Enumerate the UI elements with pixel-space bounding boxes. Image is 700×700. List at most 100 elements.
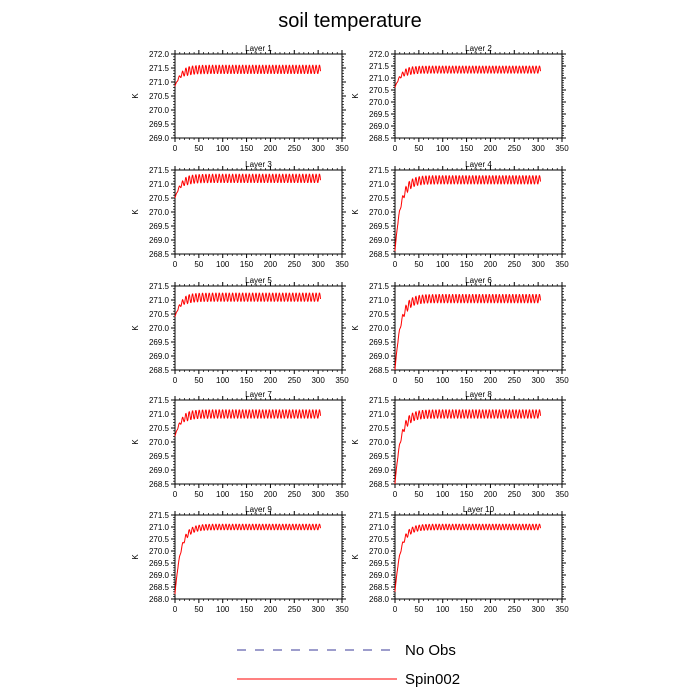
y-axis-label: K (131, 93, 140, 99)
x-tick-label: 150 (240, 260, 254, 269)
y-tick-label: 271.5 (149, 511, 170, 520)
x-tick-label: 350 (335, 376, 349, 385)
panels-grid: Layer 1 K 0 50 100 150 200 250 300 350 269.0 269.5 2… (131, 44, 569, 614)
x-tick-label: 250 (288, 144, 302, 153)
y-tick-label: 270.0 (369, 208, 390, 217)
x-tick-label: 250 (508, 260, 522, 269)
y-tick-label: 271.5 (369, 62, 390, 71)
y-tick-label: 271.0 (369, 74, 390, 83)
x-tick-label: 350 (555, 376, 569, 385)
y-tick-label: 268.5 (369, 480, 390, 489)
x-tick-label: 100 (216, 260, 230, 269)
x-tick-label: 200 (264, 260, 278, 269)
plot-frame (174, 514, 343, 600)
panel-layer-7: Layer 7 K 0 50 100 150 200 250 300 350 268.5 269.0 2… (131, 390, 349, 499)
x-tick-label: 150 (460, 376, 474, 385)
y-tick-label: 268.0 (149, 595, 170, 604)
y-tick-label: 270.5 (149, 92, 170, 101)
y-tick-label: 271.0 (149, 296, 170, 305)
x-tick-label: 50 (414, 490, 423, 499)
y-axis-label: K (351, 325, 360, 331)
y-tick-label: 270.0 (369, 324, 390, 333)
y-tick-label: 270.0 (149, 106, 170, 115)
x-tick-label: 100 (436, 376, 450, 385)
x-tick-label: 0 (393, 490, 398, 499)
x-tick-label: 350 (555, 144, 569, 153)
x-tick-label: 0 (393, 605, 398, 614)
y-axis-label: K (351, 554, 360, 560)
x-tick-label: 50 (194, 376, 203, 385)
y-tick-label: 268.5 (369, 250, 390, 259)
y-tick-label: 271.5 (149, 166, 170, 175)
panel-title: Layer 1 (245, 44, 272, 53)
y-tick-label: 271.5 (369, 166, 390, 175)
y-tick-label: 269.0 (149, 236, 170, 245)
y-tick-label: 269.0 (369, 352, 390, 361)
y-tick-label: 270.5 (149, 194, 170, 203)
y-tick-label: 270.0 (369, 438, 390, 447)
panel-title: Layer 7 (245, 390, 272, 399)
y-tick-label: 268.5 (149, 480, 170, 489)
panel-layer-8: Layer 8 K 0 50 100 150 200 250 300 350 268.5 269.0 2… (351, 390, 569, 499)
panel-layer-5: Layer 5 K 0 50 100 150 200 250 300 350 268.5 269.0 2… (131, 276, 349, 385)
series-line-spin002 (394, 65, 541, 88)
x-tick-label: 100 (216, 490, 230, 499)
x-tick-label: 250 (508, 490, 522, 499)
x-tick-label: 50 (414, 260, 423, 269)
plot-frame (174, 169, 343, 255)
x-tick-label: 0 (393, 144, 398, 153)
y-axis-label: K (351, 93, 360, 99)
y-tick-label: 270.5 (369, 424, 390, 433)
plot-frame (394, 53, 563, 139)
panel-title: Layer 2 (465, 44, 492, 53)
y-tick-label: 270.0 (149, 324, 170, 333)
x-tick-label: 100 (436, 490, 450, 499)
legend-label-no-obs: No Obs (405, 642, 456, 659)
x-tick-label: 100 (216, 376, 230, 385)
y-tick-label: 271.5 (149, 396, 170, 405)
x-tick-label: 0 (173, 260, 178, 269)
y-tick-label: 268.5 (149, 366, 170, 375)
panel-title: Layer 4 (465, 160, 492, 169)
panel-layer-1: Layer 1 K 0 50 100 150 200 250 300 350 269.0 269.5 2… (131, 44, 349, 153)
plot-frame (394, 514, 563, 600)
x-tick-label: 100 (436, 605, 450, 614)
x-tick-label: 150 (460, 144, 474, 153)
y-tick-label: 269.0 (149, 571, 170, 580)
x-tick-label: 0 (173, 144, 178, 153)
x-tick-label: 150 (460, 605, 474, 614)
panel-layer-2: Layer 2 K 0 50 100 150 200 250 300 350 268.5 269.0 2… (351, 44, 569, 153)
y-tick-label: 268.0 (369, 595, 390, 604)
x-tick-label: 50 (414, 144, 423, 153)
y-tick-label: 269.0 (369, 236, 390, 245)
y-tick-label: 270.0 (149, 438, 170, 447)
y-tick-label: 271.0 (369, 410, 390, 419)
y-tick-label: 269.5 (369, 338, 390, 347)
x-tick-label: 300 (531, 144, 545, 153)
y-tick-label: 270.0 (149, 547, 170, 556)
y-tick-label: 269.5 (369, 222, 390, 231)
x-tick-label: 250 (508, 144, 522, 153)
y-tick-label: 269.0 (149, 134, 170, 143)
y-tick-label: 270.5 (369, 86, 390, 95)
panel-layer-6: Layer 6 K 0 50 100 150 200 250 300 350 268.5 269.0 2… (351, 276, 569, 385)
panel-layer-10: Layer 10 K 0 50 100 150 200 250 300 350 268.0 268.5… (351, 505, 569, 614)
x-tick-label: 300 (311, 144, 325, 153)
y-axis-label: K (131, 439, 140, 445)
x-tick-label: 50 (414, 376, 423, 385)
series-line-spin002 (394, 409, 541, 485)
panel-layer-9: Layer 9 K 0 50 100 150 200 250 300 350 268.0 268.5 2… (131, 505, 349, 614)
x-tick-label: 250 (288, 605, 302, 614)
x-tick-label: 0 (173, 605, 178, 614)
y-tick-label: 269.0 (149, 466, 170, 475)
x-tick-label: 300 (311, 376, 325, 385)
x-tick-label: 0 (393, 376, 398, 385)
y-tick-label: 271.5 (369, 282, 390, 291)
x-tick-label: 350 (555, 260, 569, 269)
x-tick-label: 200 (484, 260, 498, 269)
y-tick-label: 268.5 (149, 583, 170, 592)
x-tick-label: 0 (173, 490, 178, 499)
x-tick-label: 350 (335, 605, 349, 614)
x-tick-label: 200 (264, 144, 278, 153)
y-tick-label: 271.0 (149, 180, 170, 189)
